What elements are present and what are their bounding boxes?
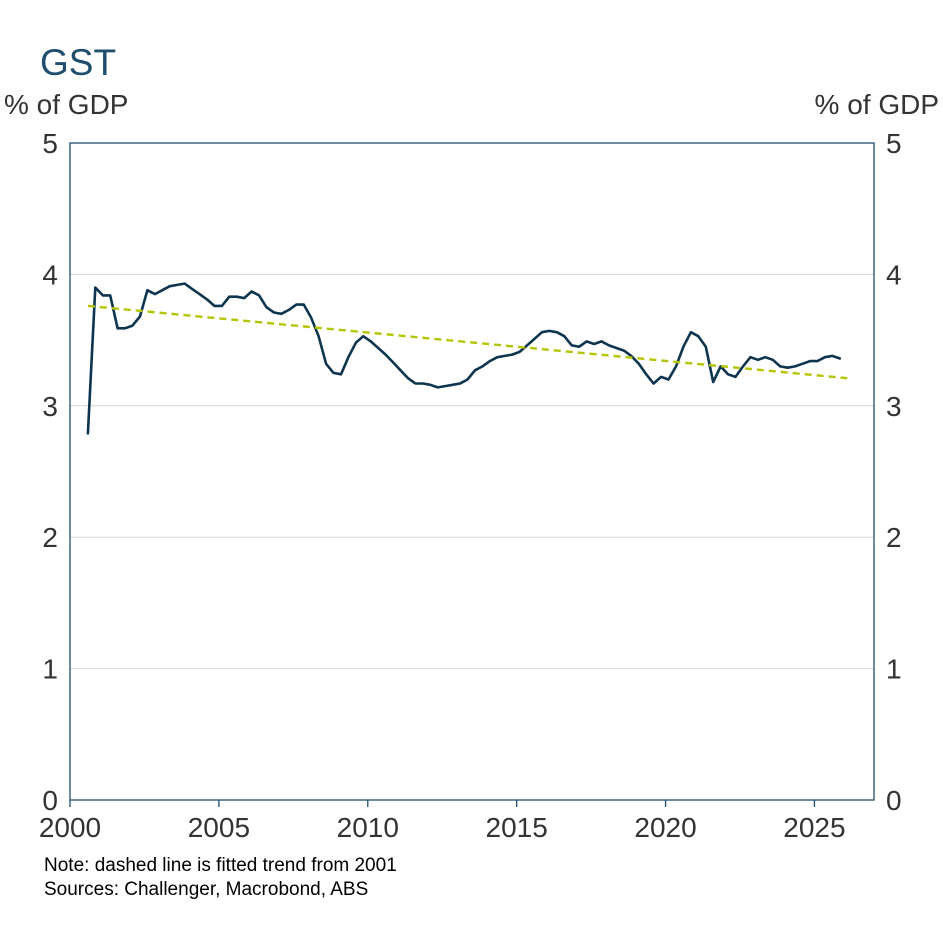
y-tick-label-right: 5 [886, 128, 902, 159]
plot-frame [69, 142, 875, 801]
x-tick-label: 2000 [39, 812, 101, 843]
axis-ticks: 0 0 1 1 2 2 3 3 4 4 5 5 2000 2005 2010 2015 2020 2025 [39, 128, 902, 843]
y-tick-label-right: 2 [886, 522, 902, 553]
x-tick-label: 2020 [634, 812, 696, 843]
y-axis-label-right: % of GDP [815, 89, 939, 120]
gridlines [70, 273, 874, 670]
y-tick-label-right: 4 [886, 259, 902, 290]
y-tick-label-right: 3 [886, 391, 902, 422]
sources-text: Sources: Challenger, Macrobond, ABS [44, 879, 368, 900]
y-tick-label-left: 2 [42, 522, 58, 553]
y-tick-label-left: 3 [42, 391, 58, 422]
note-text: Note: dashed line is fitted trend from 2… [44, 855, 397, 876]
y-axis-label-left: % of GDP [4, 89, 128, 120]
trend-line [87, 304, 848, 380]
chart-title: GST [40, 42, 116, 83]
y-tick-label-left: 4 [42, 259, 58, 290]
y-tick-label-right: 0 [886, 785, 902, 816]
x-tick-label: 2025 [783, 812, 845, 843]
y-tick-label-right: 1 [886, 654, 902, 685]
y-tick-label-left: 0 [42, 785, 58, 816]
x-tick-label: 2015 [486, 812, 548, 843]
x-tick-label: 2010 [337, 812, 399, 843]
series-lines [86, 282, 848, 435]
x-tick-label: 2005 [188, 812, 250, 843]
y-tick-label-left: 5 [42, 128, 58, 159]
gst-line [86, 282, 842, 435]
y-tick-label-left: 1 [42, 654, 58, 685]
